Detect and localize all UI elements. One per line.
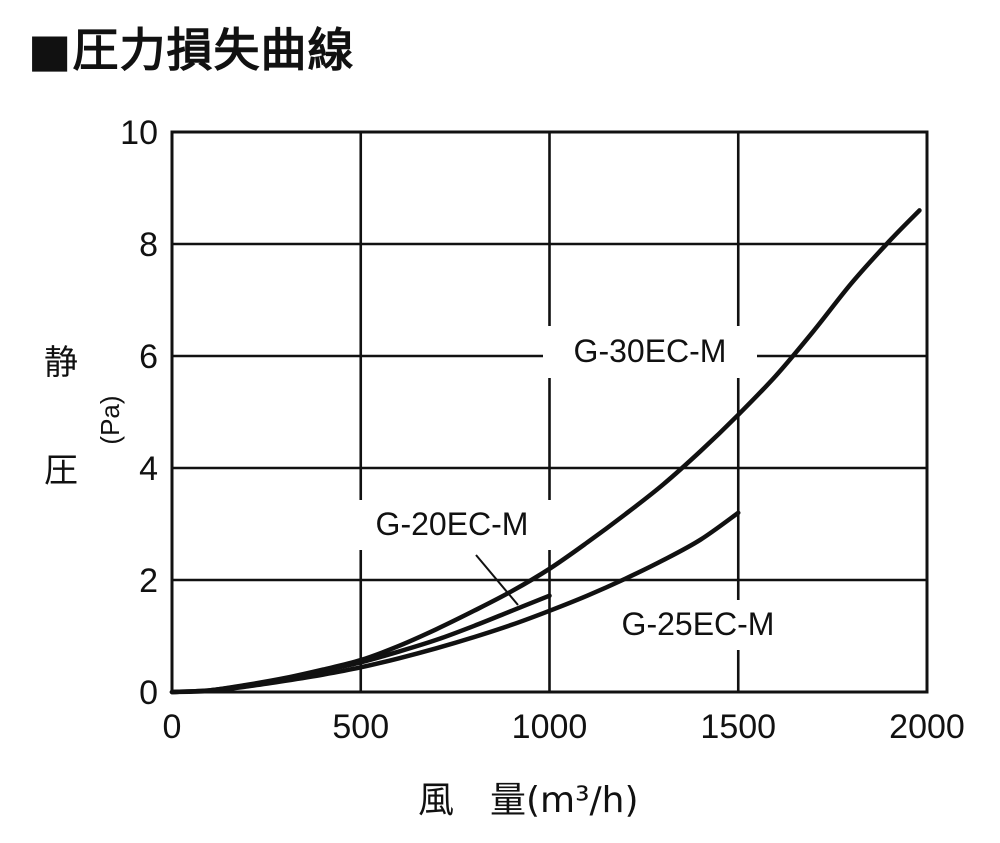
y-tick-labels: 0 2 4 6 8 10 bbox=[120, 114, 158, 712]
label-bg-g-20ec-m bbox=[354, 500, 554, 550]
y-tick-6: 6 bbox=[139, 338, 158, 376]
series-label-g-20ec-m: G-20EC-M bbox=[376, 506, 529, 542]
x-axis-label: 風 量(m³/h) bbox=[418, 780, 639, 821]
y-axis-label-bottom: 圧 bbox=[44, 451, 78, 491]
series-curves bbox=[169, 208, 922, 695]
plot-frame bbox=[170, 130, 929, 694]
y-axis-unit: (Pa) bbox=[95, 395, 125, 444]
plot-border bbox=[170, 130, 929, 694]
y-tick-10: 10 bbox=[120, 114, 158, 152]
x-tick-1500: 1500 bbox=[700, 708, 776, 746]
x-tick-500: 500 bbox=[332, 708, 389, 746]
y-tick-4: 4 bbox=[139, 450, 158, 488]
series-labels: G-30EC-M G-20EC-M G-25EC-M bbox=[354, 326, 796, 650]
y-tick-2: 2 bbox=[139, 562, 158, 600]
label-bg-g-25ec-m bbox=[602, 600, 796, 650]
series-line-g-30ec-m bbox=[169, 208, 922, 695]
x-tick-labels: 0 500 1000 1500 2000 bbox=[163, 708, 965, 746]
x-tick-1000: 1000 bbox=[512, 708, 588, 746]
y-tick-0: 0 bbox=[139, 674, 158, 712]
chart-title: ■圧力損失曲線 bbox=[28, 23, 355, 77]
label-bg-g-30ec-m bbox=[543, 326, 757, 378]
series-line-g-25ec-m bbox=[169, 510, 741, 695]
y-axis-label-top: 静 bbox=[44, 343, 78, 383]
series-label-g-30ec-m: G-30EC-M bbox=[574, 333, 727, 369]
x-tick-0: 0 bbox=[163, 708, 182, 746]
y-tick-8: 8 bbox=[139, 226, 158, 264]
x-tick-2000: 2000 bbox=[889, 708, 965, 746]
grid bbox=[172, 132, 927, 692]
series-label-g-25ec-m: G-25EC-M bbox=[622, 606, 775, 642]
leader-line-g-20ec-m bbox=[475, 554, 519, 606]
